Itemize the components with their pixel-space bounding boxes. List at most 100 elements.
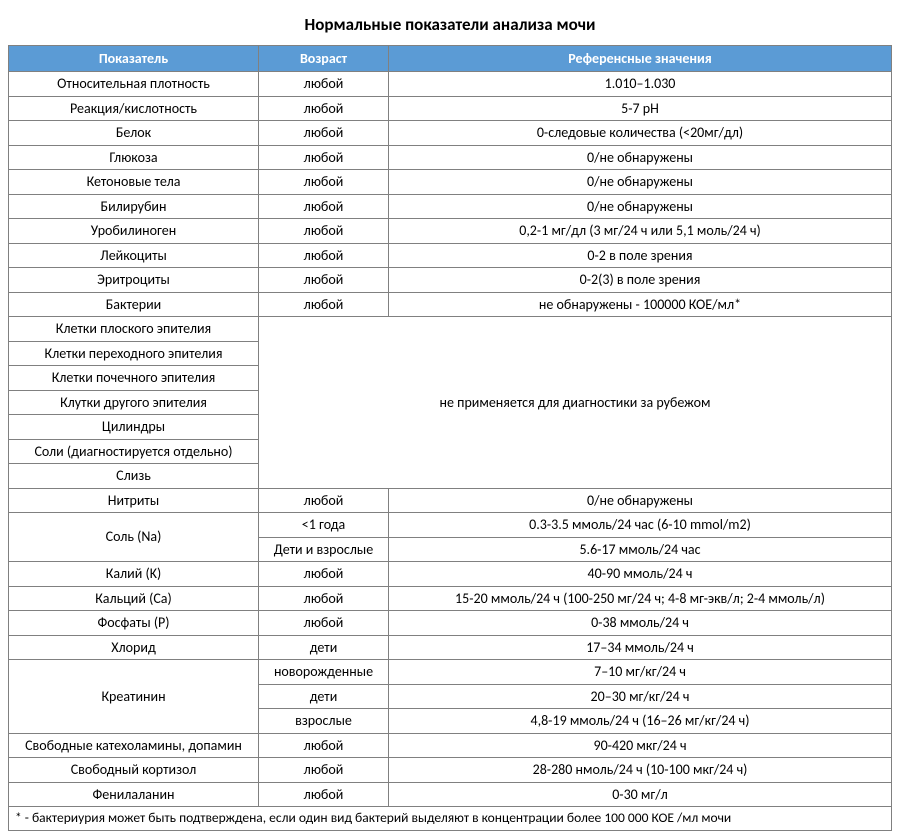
- cell-reference: 0/не обнаружены: [389, 488, 892, 513]
- cell-parameter: Соль (Na): [9, 513, 259, 562]
- cell-age: любой: [259, 586, 389, 611]
- table-row: Фосфаты (P)любой0-38 ммоль/24 ч: [9, 611, 892, 636]
- table-row: Бактериилюбойне обнаружены - 100000 КОЕ/…: [9, 292, 892, 317]
- cell-parameter: Клетки переходного эпителия: [9, 341, 259, 366]
- cell-parameter: Глюкоза: [9, 145, 259, 170]
- cell-parameter: Кальций (Ca): [9, 586, 259, 611]
- cell-parameter: Уробилиноген: [9, 219, 259, 244]
- cell-age: любой: [259, 733, 389, 758]
- table-row: Фенилаланинлюбой0-30 мг/л: [9, 782, 892, 807]
- cell-reference: 90-420 мкг/24 ч: [389, 733, 892, 758]
- cell-parameter: Нитриты: [9, 488, 259, 513]
- cell-reference: 7–10 мг/кг/24 ч: [389, 660, 892, 685]
- cell-reference: 15-20 ммоль/24 ч (100-250 мг/24 ч; 4-8 м…: [389, 586, 892, 611]
- table-row: Свободный кортизоллюбой28-280 нмоль/24 ч…: [9, 758, 892, 783]
- cell-parameter: Фосфаты (P): [9, 611, 259, 636]
- table-row: Калий (K)любой40-90 ммоль/24 ч: [9, 562, 892, 587]
- cell-reference: не обнаружены - 100000 КОЕ/мл*: [389, 292, 892, 317]
- cell-reference: 0.3-3.5 ммоль/24 час (6-10 mmol/m2): [389, 513, 892, 538]
- cell-parameter: Бактерии: [9, 292, 259, 317]
- cell-parameter: Свободный кортизол: [9, 758, 259, 783]
- col-parameter: Показатель: [9, 46, 259, 72]
- cell-parameter: Относительная плотность: [9, 72, 259, 97]
- cell-parameter: Слизь: [9, 464, 259, 489]
- table-row: Кальций (Ca)любой15-20 ммоль/24 ч (100-2…: [9, 586, 892, 611]
- cell-age: Дети и взрослые: [259, 537, 389, 562]
- page-title: Нормальные показатели анализа мочи: [8, 8, 892, 45]
- cell-parameter: Соли (диагностируется отдельно): [9, 439, 259, 464]
- footnote: * - бактериурия может быть подтверждена,…: [9, 807, 892, 831]
- cell-parameter: Клетки почечного эпителия: [9, 366, 259, 391]
- cell-age: дети: [259, 684, 389, 709]
- cell-age: любой: [259, 243, 389, 268]
- table-row: Креатининноворожденные7–10 мг/кг/24 ч: [9, 660, 892, 685]
- cell-parameter: Реакция/кислотность: [9, 96, 259, 121]
- cell-age: любой: [259, 145, 389, 170]
- cell-parameter: Лейкоциты: [9, 243, 259, 268]
- cell-age: любой: [259, 292, 389, 317]
- table-row: Реакция/кислотностьлюбой5-7 pH: [9, 96, 892, 121]
- cell-age: <1 года: [259, 513, 389, 538]
- cell-parameter: Клутки другого эпителия: [9, 390, 259, 415]
- table-row: Свободные катехоламины, допаминлюбой90-4…: [9, 733, 892, 758]
- table-row: Клетки плоского эпителияне применяется д…: [9, 317, 892, 342]
- cell-reference: 0/не обнаружены: [389, 194, 892, 219]
- col-reference: Референсные значения: [389, 46, 892, 72]
- cell-age: любой: [259, 170, 389, 195]
- cell-age: любой: [259, 488, 389, 513]
- cell-parameter: Калий (K): [9, 562, 259, 587]
- cell-reference: 5.6-17 ммоль/24 час: [389, 537, 892, 562]
- cell-age: любой: [259, 219, 389, 244]
- cell-age: любой: [259, 562, 389, 587]
- table-row: Лейкоцитылюбой0-2 в поле зрения: [9, 243, 892, 268]
- cell-parameter: Эритроциты: [9, 268, 259, 293]
- cell-reference: 0,2-1 мг/дл (3 мг/24 ч или 5,1 моль/24 ч…: [389, 219, 892, 244]
- cell-parameter: Хлорид: [9, 635, 259, 660]
- cell-reference: 4,8-19 ммоль/24 ч (16–26 мг/кг/24 ч): [389, 709, 892, 734]
- cell-reference: 0-2 в поле зрения: [389, 243, 892, 268]
- cell-age: взрослые: [259, 709, 389, 734]
- table-row: Белоклюбой0-следовые количества (<20мг/д…: [9, 121, 892, 146]
- reference-table: Показатель Возраст Референсные значения …: [8, 45, 892, 831]
- cell-parameter: Билирубин: [9, 194, 259, 219]
- cell-reference: 0-2(3) в поле зрения: [389, 268, 892, 293]
- cell-age: новорожденные: [259, 660, 389, 685]
- table-header-row: Показатель Возраст Референсные значения: [9, 46, 892, 72]
- cell-age: любой: [259, 758, 389, 783]
- cell-parameter: Фенилаланин: [9, 782, 259, 807]
- cell-reference: 5-7 pH: [389, 96, 892, 121]
- table-row: Билирубинлюбой0/не обнаружены: [9, 194, 892, 219]
- cell-not-applicable: не применяется для диагностики за рубежо…: [259, 317, 892, 489]
- cell-reference: 0-следовые количества (<20мг/дл): [389, 121, 892, 146]
- cell-reference: 40-90 ммоль/24 ч: [389, 562, 892, 587]
- cell-age: любой: [259, 96, 389, 121]
- cell-age: любой: [259, 611, 389, 636]
- table-row: Хлориддети17–34 ммоль/24 ч: [9, 635, 892, 660]
- table-row: Соль (Na)<1 года0.3-3.5 ммоль/24 час (6-…: [9, 513, 892, 538]
- cell-reference: 0/не обнаружены: [389, 145, 892, 170]
- table-row: Нитритылюбой0/не обнаружены: [9, 488, 892, 513]
- cell-age: любой: [259, 72, 389, 97]
- cell-reference: 0/не обнаружены: [389, 170, 892, 195]
- table-row: Относительная плотностьлюбой1.010–1.030: [9, 72, 892, 97]
- cell-reference: 20–30 мг/кг/24 ч: [389, 684, 892, 709]
- cell-parameter: Свободные катехоламины, допамин: [9, 733, 259, 758]
- table-row: Эритроцитылюбой0-2(3) в поле зрения: [9, 268, 892, 293]
- table-row: Уробилиногенлюбой0,2-1 мг/дл (3 мг/24 ч …: [9, 219, 892, 244]
- cell-age: любой: [259, 194, 389, 219]
- cell-reference: 0-38 ммоль/24 ч: [389, 611, 892, 636]
- cell-parameter: Клетки плоского эпителия: [9, 317, 259, 342]
- cell-age: любой: [259, 268, 389, 293]
- cell-reference: 28-280 нмоль/24 ч (10-100 мкг/24 ч): [389, 758, 892, 783]
- col-age: Возраст: [259, 46, 389, 72]
- table-row: Кетоновые телалюбой0/не обнаружены: [9, 170, 892, 195]
- cell-age: любой: [259, 121, 389, 146]
- cell-parameter: Белок: [9, 121, 259, 146]
- table-row: Глюкозалюбой0/не обнаружены: [9, 145, 892, 170]
- cell-parameter: Цилиндры: [9, 415, 259, 440]
- cell-parameter: Креатинин: [9, 660, 259, 734]
- cell-reference: 0-30 мг/л: [389, 782, 892, 807]
- cell-age: дети: [259, 635, 389, 660]
- cell-reference: 17–34 ммоль/24 ч: [389, 635, 892, 660]
- cell-parameter: Кетоновые тела: [9, 170, 259, 195]
